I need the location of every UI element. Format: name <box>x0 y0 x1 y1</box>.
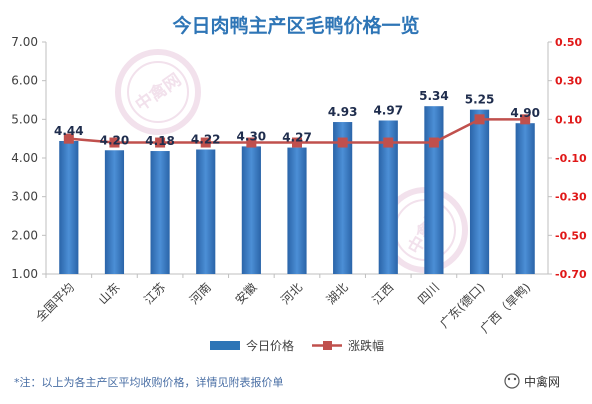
data-label: 5.25 <box>465 93 495 107</box>
legend-swatch-bar <box>210 341 240 350</box>
x-tick-label: 四川 <box>415 280 442 307</box>
data-label: 4.44 <box>54 124 84 138</box>
legend-swatch-marker <box>323 341 332 350</box>
bar <box>196 149 216 274</box>
x-tick-label: 河北 <box>278 280 305 307</box>
x-tick-label: 江西 <box>370 280 397 307</box>
brand-logo: 中禽网 <box>504 373 560 389</box>
chart-title: 今日肉鸭主产区毛鸭价格一览 <box>171 14 419 37</box>
legend-label-bar: 今日价格 <box>246 338 294 353</box>
data-label: 4.18 <box>145 134 175 148</box>
y-tick-label-left: 6.00 <box>11 74 38 88</box>
y-tick-label-right: -0.50 <box>555 229 587 242</box>
y-tick-label-right: -0.70 <box>555 268 587 281</box>
x-tick-label: 河南 <box>186 280 214 308</box>
data-label: 4.30 <box>237 129 267 143</box>
y-tick-label-left: 2.00 <box>11 228 38 242</box>
bar <box>378 120 398 274</box>
data-label: 4.97 <box>373 103 403 117</box>
legend-label-line: 涨跌幅 <box>348 338 384 353</box>
bar <box>515 123 535 274</box>
bar <box>287 147 307 274</box>
bar <box>59 140 79 274</box>
x-tick-label: 安徽 <box>232 280 260 308</box>
y-tick-label-left: 5.00 <box>11 112 38 126</box>
line-marker <box>63 133 74 144</box>
watermark-text: 中禽网 <box>131 69 185 115</box>
bar <box>424 106 444 274</box>
brand-icon <box>504 373 520 389</box>
line-marker <box>292 137 302 148</box>
data-label: 4.27 <box>282 131 312 145</box>
data-label: 4.90 <box>510 106 540 120</box>
y-tick-label-right: 0.50 <box>555 36 582 49</box>
y-tick-label-right: -0.30 <box>555 191 587 204</box>
x-tick-label: 湖北 <box>323 280 351 308</box>
bar <box>104 150 125 274</box>
y-tick-label-left: 7.00 <box>11 35 38 49</box>
line-marker <box>337 137 348 148</box>
line-marker <box>246 137 257 148</box>
x-tick-label: 山东 <box>96 280 123 307</box>
y-tick-label-left: 4.00 <box>11 151 38 165</box>
footnote: *注：以上为各主产区平均收购价格，详情见附表报价单 <box>14 375 284 389</box>
y-tick-label-right: 0.10 <box>555 113 582 126</box>
brand-name: 中禽网 <box>524 374 560 389</box>
line-marker <box>155 137 166 148</box>
line-marker <box>200 137 211 148</box>
y-tick-label-right: -0.10 <box>555 152 587 165</box>
y-tick-label-left: 1.00 <box>11 267 38 281</box>
bar <box>150 151 170 274</box>
line-marker <box>109 137 120 148</box>
line-marker <box>428 137 439 148</box>
line-marker <box>383 137 394 148</box>
data-label: 5.34 <box>419 89 449 103</box>
data-label: 4.93 <box>328 105 358 119</box>
y-tick-label-left: 3.00 <box>11 190 38 204</box>
line-marker <box>474 114 485 125</box>
y-tick-label-right: 0.30 <box>555 75 582 88</box>
x-tick-label: 江苏 <box>141 280 168 307</box>
line-marker <box>520 114 531 125</box>
legend: 今日价格 涨跌幅 <box>210 338 384 353</box>
bar <box>241 146 261 274</box>
x-tick-label: 全国平均 <box>32 280 77 325</box>
data-label: 4.20 <box>100 133 130 147</box>
data-label: 4.22 <box>191 132 221 146</box>
bar <box>333 122 353 274</box>
bar <box>469 109 490 275</box>
